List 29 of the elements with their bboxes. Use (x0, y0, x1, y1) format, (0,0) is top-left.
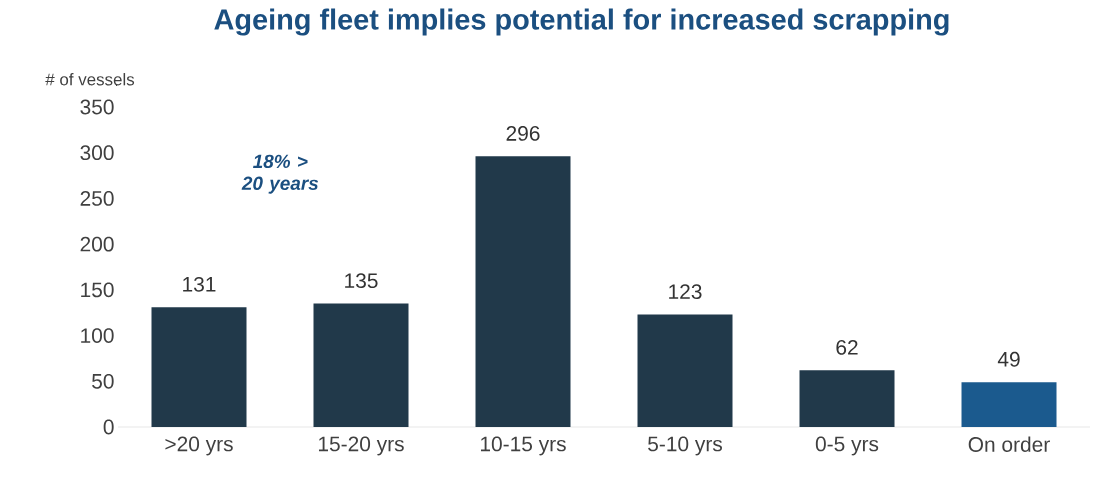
bar (151, 307, 247, 427)
data-label: 49 (997, 351, 1020, 367)
x-tick-label: >20 yrs (165, 436, 233, 456)
chart-title: Ageing fleet implies potential for increased scrapping (214, 8, 949, 36)
data-label: 131 (183, 276, 216, 292)
y-tick-label: 0 (103, 419, 114, 435)
data-label: 123 (669, 284, 702, 300)
bar (475, 156, 571, 427)
bar (313, 303, 409, 427)
x-tick-label: 10-15 yrs (480, 436, 566, 456)
bar (799, 370, 895, 427)
y-axis-title: # of vessels (45, 73, 135, 86)
bar (961, 382, 1057, 427)
data-label: 296 (506, 126, 540, 141)
y-tick-label: 100 (81, 328, 114, 343)
data-label: 62 (836, 339, 858, 355)
data-label: 135 (345, 273, 378, 289)
x-tick-label: 15-20 yrs (318, 436, 404, 456)
bar (637, 314, 733, 427)
y-tick-label: 300 (80, 145, 114, 161)
x-tick-label: 5-10 yrs (648, 436, 723, 456)
y-tick-label: 50 (92, 373, 114, 389)
x-tick-label: 0-5 yrs (815, 436, 879, 456)
y-tick-label: 250 (80, 191, 114, 206)
y-tick-label: 350 (80, 99, 114, 115)
y-tick-label: 150 (81, 282, 114, 298)
y-tick-label: 200 (80, 236, 114, 252)
annotation: 18% > 20 years (241, 154, 319, 194)
x-tick-label: On order (968, 436, 1050, 452)
